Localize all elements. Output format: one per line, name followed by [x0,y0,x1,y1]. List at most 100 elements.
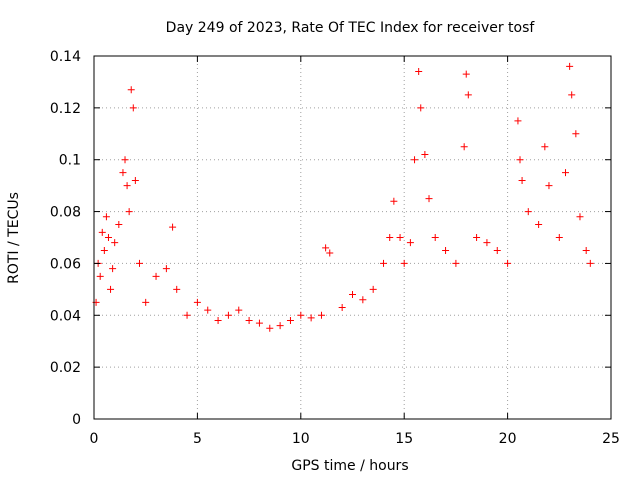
data-point [286,316,294,324]
data-point [183,311,191,319]
y-tick-label: 0.02 [50,360,81,376]
data-point [400,259,408,267]
data-point [322,244,330,252]
data-point [411,156,419,164]
x-tick-label: 10 [292,431,310,447]
data-point [425,195,433,203]
data-point [338,304,346,312]
data-point [555,234,563,241]
chart-title: Day 249 of 2023, Rate Of TEC Index for r… [166,20,536,36]
data-point [415,68,423,76]
data-point [123,182,131,190]
y-tick-label: 0.06 [50,256,81,272]
data-point [266,324,274,332]
data-point [307,314,315,322]
plot-frame [93,55,612,420]
data-point [396,234,404,241]
data-point [541,143,549,151]
data-point [514,117,522,125]
data-point [504,259,512,267]
data-point [582,246,590,254]
data-point [369,285,377,293]
x-tick-label: 25 [602,431,620,447]
data-point [493,246,501,254]
data-point [464,91,472,99]
x-tick-label: 20 [499,431,517,447]
y-tick-label: 0.08 [50,205,81,221]
y-tick-label: 0 [72,412,81,428]
x-tick-label: 15 [395,431,413,447]
data-point [483,239,491,247]
data-point [586,259,594,267]
y-tick-label: 0.1 [59,153,81,169]
data-point [390,197,398,205]
data-point [224,311,232,319]
data-point [255,319,263,327]
data-point [518,176,526,184]
data-point [545,182,553,190]
data-point [516,156,524,164]
data-point [417,104,425,112]
data-point [102,213,110,221]
data-point [129,104,137,112]
data-point [109,265,117,273]
data-point [386,234,394,241]
data-point [568,91,576,99]
data-point [406,239,414,247]
data-point [104,234,112,241]
data-point [125,208,133,216]
data-point [576,213,584,221]
data-point [131,176,139,184]
x-tick-label: 5 [193,431,202,447]
y-tick-label: 0.14 [50,49,81,65]
x-tick-labels: 0 5 10 15 20 25 [90,431,620,447]
data-point [173,285,181,293]
data-point [121,156,129,164]
data-point [235,306,243,314]
data-point [245,316,253,324]
data-point [100,246,108,254]
x-axis-label: GPS time / hours [291,458,408,474]
data-point [524,208,532,216]
x-tick-label: 0 [90,431,99,447]
data-point [119,169,127,177]
data-point [326,249,334,257]
data-point [169,223,177,231]
data-point [115,221,123,229]
data-point [96,272,104,280]
data-point [193,298,201,306]
grid-lines [94,56,611,419]
data-point [214,316,222,324]
data-point [111,239,119,247]
data-point [142,298,150,306]
data-point [562,169,570,177]
data-point [297,311,305,319]
data-point [349,291,356,299]
data-point [421,151,429,159]
data-point [380,259,388,267]
data-point [431,234,439,241]
data-point [535,221,543,229]
data-point [204,306,212,314]
data-point [127,86,135,94]
data-point [460,143,468,151]
data-point [572,130,580,138]
axis-ticks [93,55,612,420]
data-point [452,259,460,267]
data-point [442,246,450,254]
data-point [135,259,143,267]
data-point [317,311,325,319]
data-point [473,234,481,241]
data-points [92,62,594,332]
y-tick-label: 0.12 [50,101,81,117]
data-point [152,272,160,280]
data-point [566,62,574,70]
data-point [462,70,470,78]
data-point [98,228,106,236]
data-point [276,322,284,330]
y-tick-labels: 0 0.02 0.04 0.06 0.08 0.1 0.12 0.14 [50,49,81,428]
data-point [107,285,115,293]
y-axis-label: ROTI / TECUs [6,192,22,284]
data-point [162,265,170,273]
